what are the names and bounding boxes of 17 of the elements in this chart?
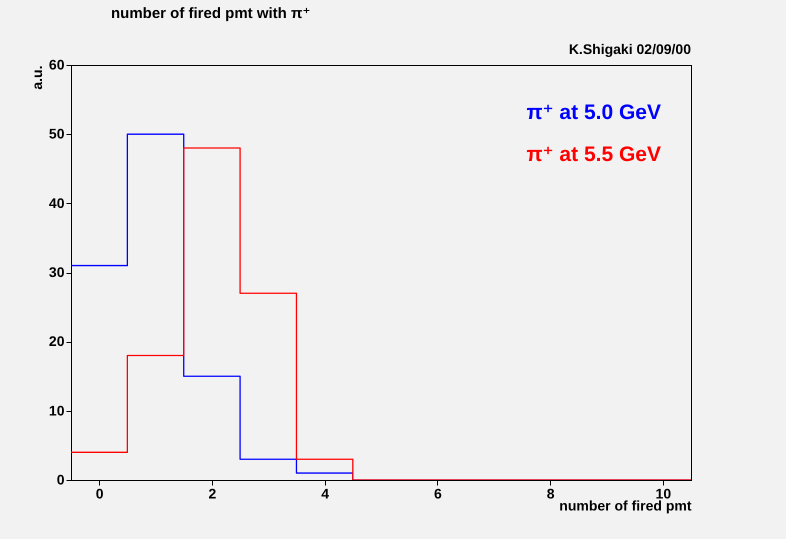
chart-title: number of fired pmt with π⁺: [111, 5, 310, 22]
x-tick-label: 8: [546, 486, 555, 502]
x-tick-label: 0: [96, 486, 104, 502]
x-tick-label: 6: [434, 486, 442, 502]
y-tick-label: 30: [48, 264, 65, 280]
text: π⁺ at 5.0 GeV: [526, 101, 661, 124]
y-tick-label: 20: [48, 333, 65, 350]
y-tick-label: 0: [56, 472, 65, 488]
x-tick-label: 4: [321, 486, 330, 502]
y-axis-title: a.u.: [28, 66, 45, 90]
y-tick-label: 10: [48, 402, 65, 418]
y-tick-label: 40: [48, 194, 65, 211]
x-tick-label: 2: [208, 486, 217, 502]
text: K.Shigaki 02/09/00: [568, 41, 692, 57]
y-tick-label: 60: [48, 56, 65, 72]
text: π⁺ at 5.5 GeV: [526, 143, 661, 166]
y-tick-label: 50: [48, 126, 65, 142]
